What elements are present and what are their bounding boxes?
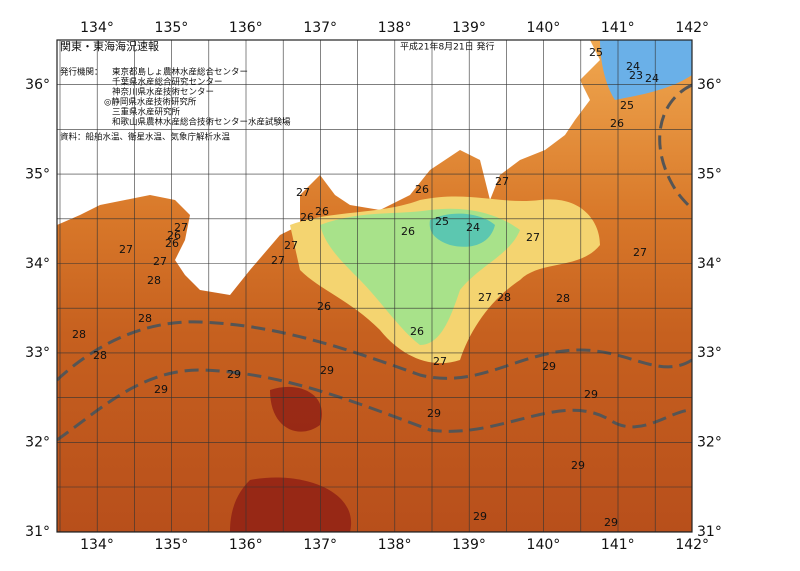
latitude-label: 36° <box>697 77 722 93</box>
contour-label: 28 <box>72 328 86 341</box>
contour-label: 23 <box>629 69 643 82</box>
contour-label: 27 <box>153 255 167 268</box>
contour-label: 27 <box>633 246 647 259</box>
issuer: 千葉県水産総合研究センター <box>112 77 223 88</box>
contour-label: 29 <box>427 407 441 420</box>
contour-label: 29 <box>154 383 168 396</box>
longitude-label: 140° <box>527 20 561 36</box>
kuroshio-path <box>658 83 692 211</box>
contour-label: 26 <box>167 229 181 242</box>
contour-label: 26 <box>410 325 424 338</box>
contour-label: 27 <box>495 175 509 188</box>
latitude-label: 34° <box>25 256 50 272</box>
contour-label: 28 <box>93 349 107 362</box>
contour-label: 27 <box>478 291 492 304</box>
contour-label: 25 <box>620 99 634 112</box>
contour-label: 27 <box>526 231 540 244</box>
latitude-label: 31° <box>25 524 50 540</box>
contour-label: 28 <box>497 291 511 304</box>
latitude-label: 33° <box>25 345 50 361</box>
contour-label: 27 <box>433 355 447 368</box>
contour-label: 29 <box>320 364 334 377</box>
contour-label: 26 <box>317 300 331 313</box>
issuer: 東京都島しょ農林水産総合センター <box>112 67 248 78</box>
latitude-label: 32° <box>25 435 50 451</box>
latitude-label: 31° <box>697 524 722 540</box>
contour-label: 27 <box>119 243 133 256</box>
contour-label: 29 <box>604 516 618 529</box>
latitude-label: 34° <box>697 256 722 272</box>
warm-pool <box>230 386 352 532</box>
longitude-label: 137° <box>303 537 337 553</box>
map-area <box>57 40 692 532</box>
longitude-label: 139° <box>452 20 486 36</box>
graticule <box>57 40 692 532</box>
longitude-label: 136° <box>229 20 263 36</box>
issuer: 三重県水産研究所 <box>112 107 181 118</box>
contour-label: 26 <box>610 117 624 130</box>
latitude-label: 32° <box>697 435 722 451</box>
contour-label: 27 <box>296 186 310 199</box>
latitude-label: 35° <box>697 166 722 182</box>
contour-label: 29 <box>473 510 487 523</box>
contour-label: 29 <box>571 459 585 472</box>
longitude-label: 138° <box>378 537 412 553</box>
kuroshio-path <box>57 320 692 382</box>
contour-label: 29 <box>227 368 241 381</box>
contour-label: 26 <box>401 225 415 238</box>
longitude-label: 141° <box>601 537 635 553</box>
contour-label: 27 <box>284 239 298 252</box>
issuer: ◎静岡県水産技術研究所 <box>104 97 197 108</box>
contour-label: 26 <box>315 205 329 218</box>
longitude-label: 136° <box>229 537 263 553</box>
kuroshio-path <box>57 368 692 442</box>
contour-label: 26 <box>165 237 179 250</box>
longitude-label: 142° <box>675 20 709 36</box>
data-source: 資料：船舶水温、衛星水温、気象庁解析水温 <box>60 132 231 143</box>
issuer: 和歌山県農林水産総合技術センター水産試験場 <box>112 117 291 128</box>
contour-label: 24 <box>645 72 659 85</box>
contour-label: 27 <box>174 221 188 234</box>
longitude-label: 135° <box>155 20 189 36</box>
latitude-label: 35° <box>25 166 50 182</box>
longitude-label: 141° <box>601 20 635 36</box>
contour-label: 25 <box>589 46 603 59</box>
issuer: 神奈川県水産技術センター <box>112 87 214 98</box>
issue-date: 平成21年8月21日 発行 <box>400 41 495 53</box>
longitude-label: 135° <box>155 537 189 553</box>
issuer-label: 発行機関： <box>60 67 103 78</box>
contour-label: 29 <box>542 360 556 373</box>
longitude-label: 138° <box>378 20 412 36</box>
contour-label: 24 <box>626 60 640 73</box>
contour-label: 29 <box>584 388 598 401</box>
longitude-label: 134° <box>80 537 114 553</box>
longitude-label: 137° <box>303 20 337 36</box>
latitude-label: 33° <box>697 345 722 361</box>
axis-labels: 134° 134° 135° 135° 136° 136° 137° 137° 138° 138°… <box>25 20 722 553</box>
contour-label: 25 <box>435 215 449 228</box>
contour-label: 26 <box>300 211 314 224</box>
contour-label: 28 <box>147 274 161 287</box>
longitude-label: 140° <box>527 537 561 553</box>
contour-label: 24 <box>466 221 480 234</box>
cool-core <box>429 213 495 247</box>
longitude-label: 142° <box>675 537 709 553</box>
latitude-label: 36° <box>25 77 50 93</box>
contour-label: 27 <box>271 254 285 267</box>
map-frame <box>56 39 693 533</box>
cold-water <box>600 40 692 100</box>
contour-label: 28 <box>556 292 570 305</box>
contour-label: 26 <box>415 183 429 196</box>
title: 関東・東海海況速報 <box>60 39 159 53</box>
longitude-label: 134° <box>80 20 114 36</box>
contour-label: 28 <box>138 312 152 325</box>
longitude-label: 139° <box>452 537 486 553</box>
